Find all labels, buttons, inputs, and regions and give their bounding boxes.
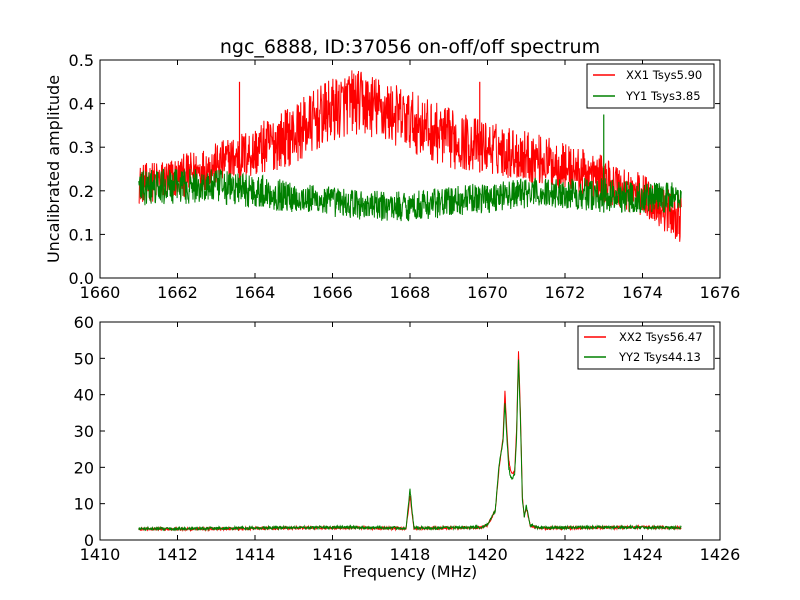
top-panel: 1660 1662 1664 1666 1668 1670 1672 1674 1676 0.0… <box>44 51 740 302</box>
bottom-y-tick-label: 0 <box>84 531 94 550</box>
top-series-line-1 <box>138 168 682 222</box>
top-y-axis-label: Uncalibrated amplitude <box>44 75 63 263</box>
top-series-group <box>138 70 682 242</box>
bottom-x-tick-label: 1418 <box>390 545 431 564</box>
bottom-x-axis-label: Frequency (MHz) <box>343 562 477 581</box>
top-x-ticks: 1660 1662 1664 1666 1668 1670 1672 1674 1676 <box>80 60 741 302</box>
bottom-y-tick-label: 60 <box>74 313 94 332</box>
bottom-x-tick-label: 1420 <box>467 545 508 564</box>
top-x-tick-label: 1672 <box>545 283 586 302</box>
bottom-x-tick-label: 1416 <box>312 545 353 564</box>
top-x-tick-label: 1664 <box>235 283 276 302</box>
top-legend: XX1 Tsys5.90 YY1 Tsys3.85 <box>586 63 715 109</box>
bottom-x-tick-label: 1424 <box>622 545 663 564</box>
bottom-legend-label-xx2: XX2 Tsys56.47 <box>619 330 703 344</box>
bottom-x-tick-label: 1410 <box>80 545 121 564</box>
top-y-tick-label: 0.0 <box>69 269 94 288</box>
bottom-x-ticks: 1410 1412 1414 1416 1418 1420 1422 1424 1426 <box>80 322 741 564</box>
top-legend-box <box>586 63 715 109</box>
top-x-tick-label: 1662 <box>157 283 198 302</box>
top-x-tick-label: 1660 <box>80 283 121 302</box>
top-x-tick-label: 1670 <box>467 283 508 302</box>
top-x-tick-label: 1666 <box>312 283 353 302</box>
top-x-tick-label: 1676 <box>700 283 741 302</box>
bottom-panel: 1410 1412 1414 1416 1418 1420 1422 1424 1426 0 10… <box>74 313 741 581</box>
top-x-tick-label: 1674 <box>622 283 663 302</box>
bottom-legend-label-yy2: YY2 Tsys44.13 <box>618 350 701 364</box>
bottom-y-tick-label: 10 <box>74 495 94 514</box>
top-y-tick-label: 0.5 <box>69 51 94 70</box>
bottom-x-tick-label: 1422 <box>545 545 586 564</box>
top-x-tick-label: 1668 <box>390 283 431 302</box>
top-series-line-0 <box>138 70 682 242</box>
top-y-tick-label: 0.3 <box>69 138 94 157</box>
top-y-tick-label: 0.4 <box>69 95 94 114</box>
bottom-y-tick-label: 50 <box>74 349 94 368</box>
bottom-legend: XX2 Tsys56.47 YY2 Tsys44.13 <box>577 325 715 370</box>
top-legend-label-xx1: XX1 Tsys5.90 <box>626 68 702 82</box>
bottom-x-tick-label: 1412 <box>157 545 198 564</box>
bottom-series-line-1 <box>138 359 682 532</box>
bottom-series-group <box>138 351 682 533</box>
top-y-ticks: 0.0 0.1 0.2 0.3 0.4 0.5 <box>69 51 720 288</box>
top-legend-label-yy1: YY1 Tsys3.85 <box>625 89 701 103</box>
top-y-tick-label: 0.2 <box>69 182 94 201</box>
bottom-y-tick-label: 30 <box>74 422 94 441</box>
bottom-x-tick-label: 1426 <box>700 545 741 564</box>
chart-title: ngc_6888, ID:37056 on-off/off spectrum <box>220 36 600 58</box>
bottom-x-tick-label: 1414 <box>235 545 276 564</box>
bottom-legend-box <box>577 325 715 370</box>
bottom-y-tick-label: 40 <box>74 386 94 405</box>
bottom-y-ticks: 0 10 20 30 40 50 60 <box>74 313 720 550</box>
bottom-y-tick-label: 20 <box>74 458 94 477</box>
top-y-tick-label: 0.1 <box>69 225 94 244</box>
